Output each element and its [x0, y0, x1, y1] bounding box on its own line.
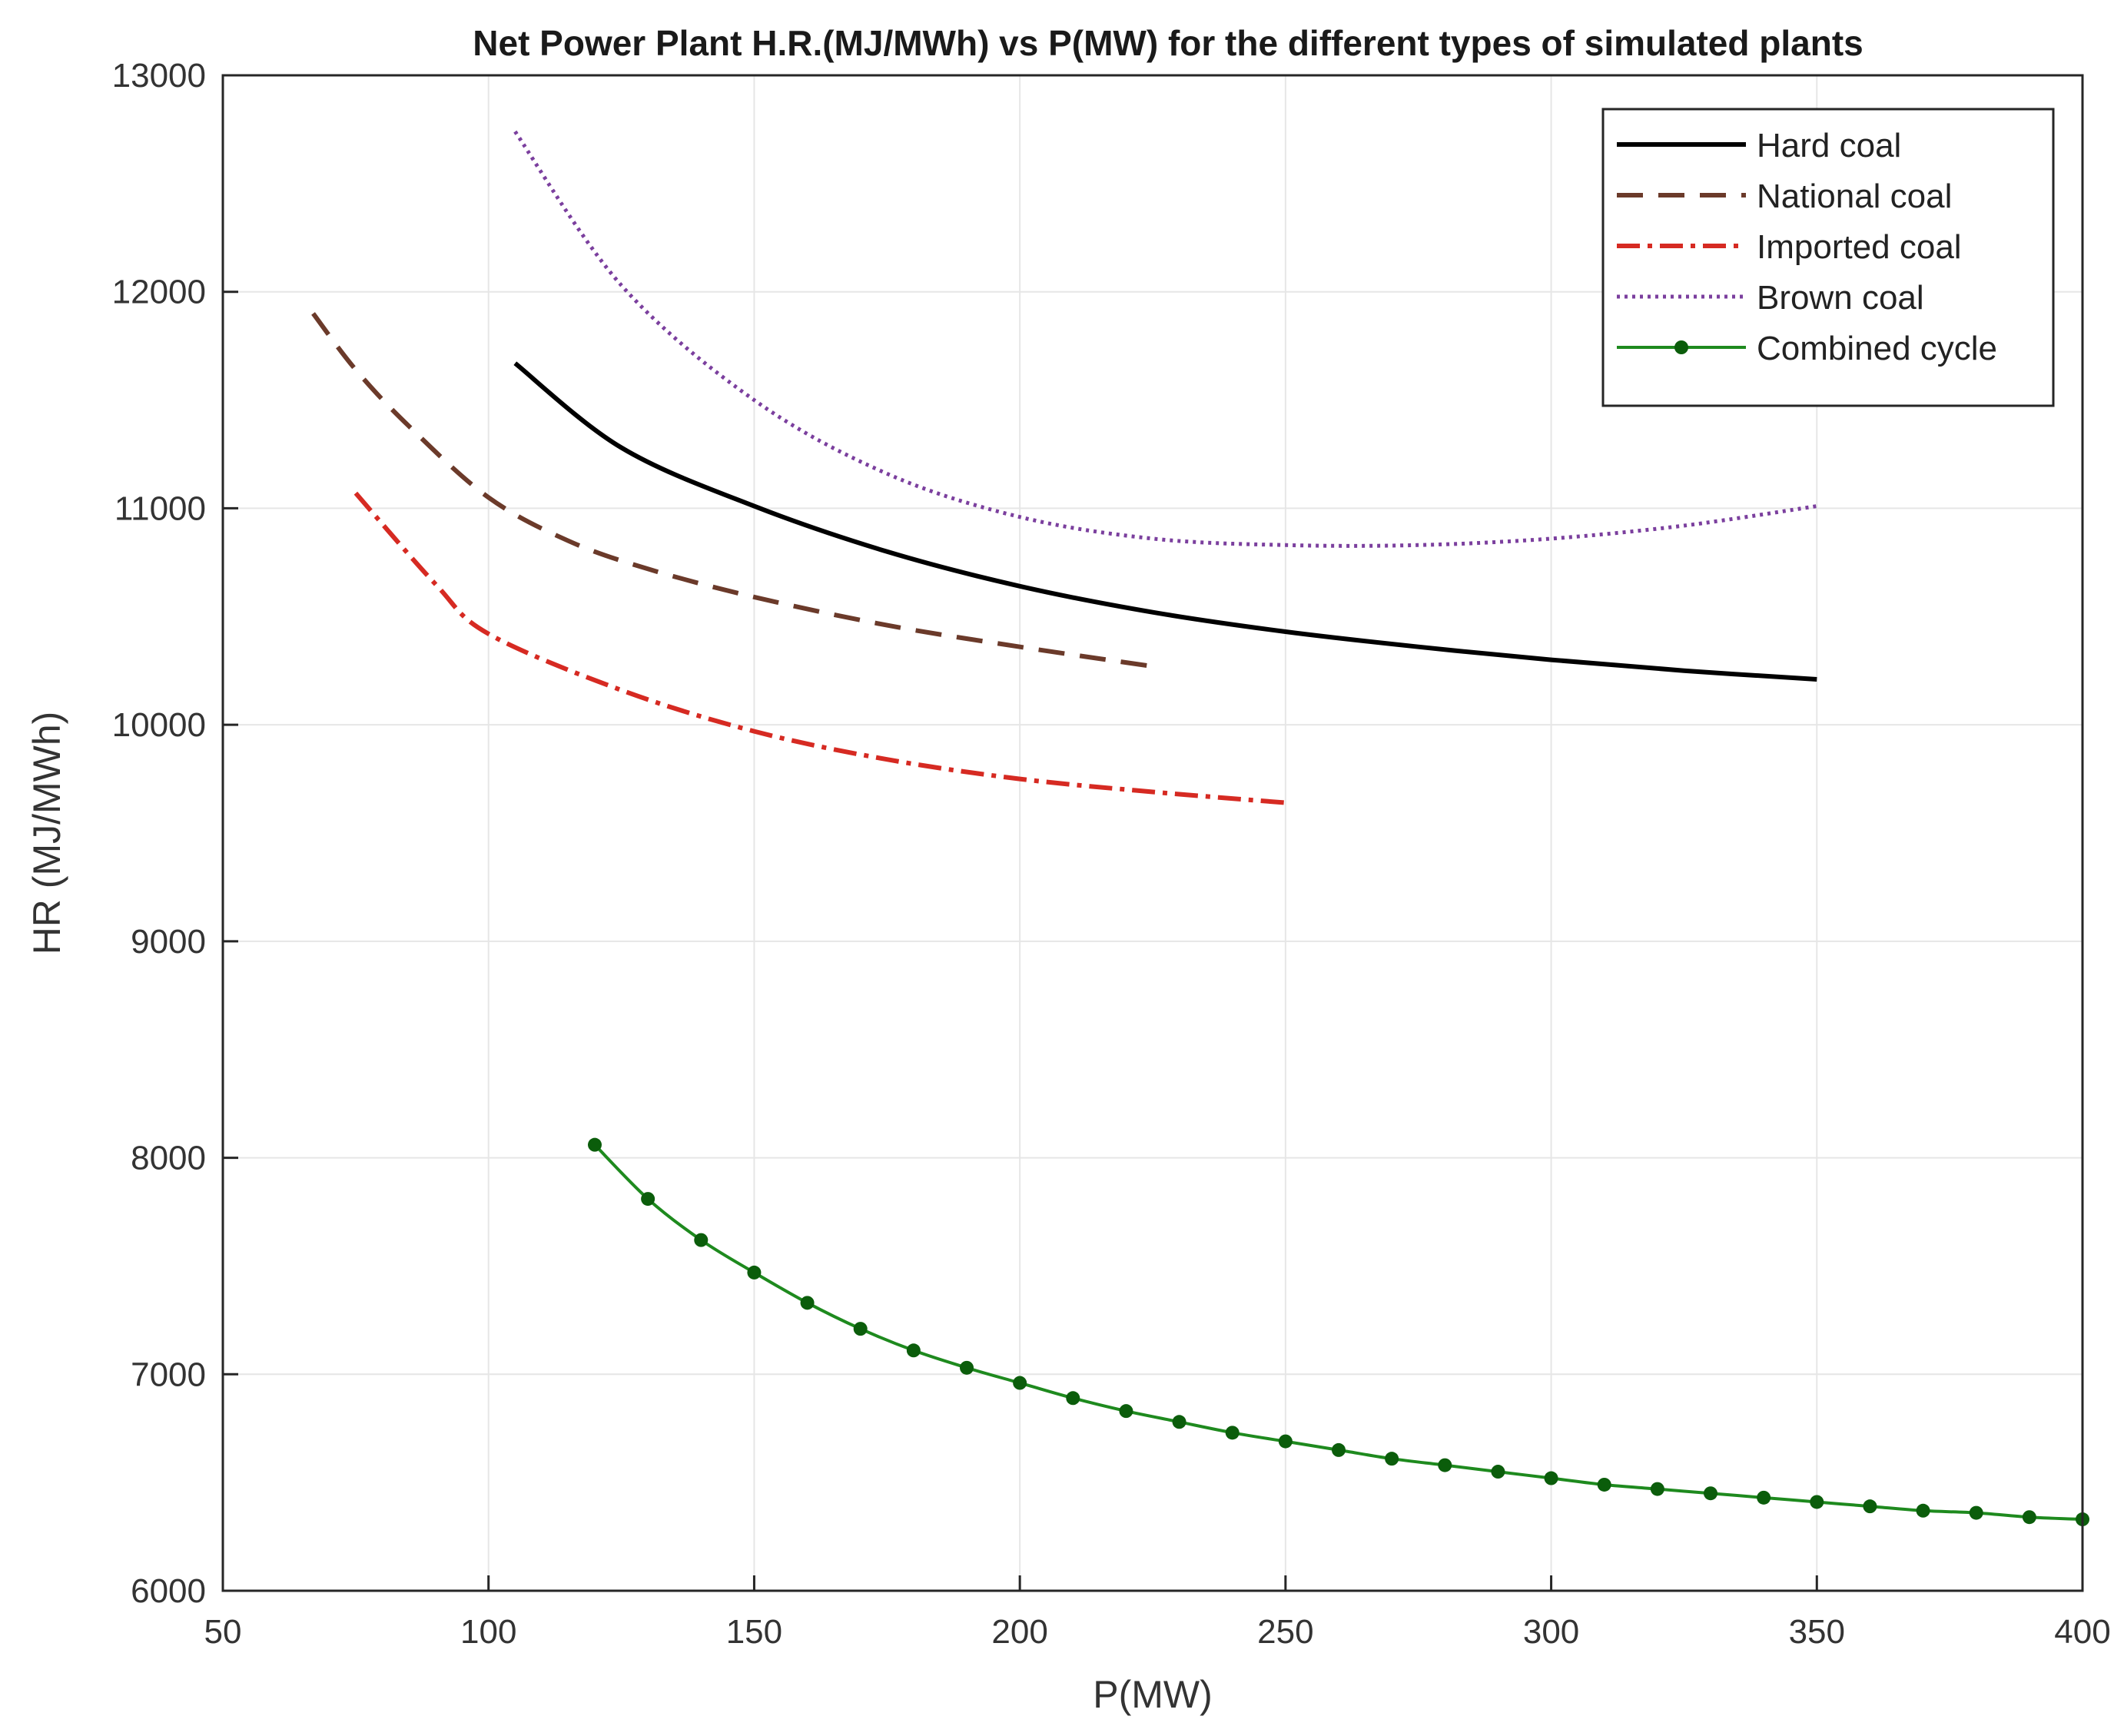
legend-marker	[1674, 340, 1688, 354]
legend-label-imported-coal: Imported coal	[1757, 228, 1962, 266]
legend-label-brown-coal: Brown coal	[1757, 279, 1924, 317]
axes-frame	[221, 74, 2084, 1592]
data-point	[1863, 1499, 1877, 1514]
data-point	[2022, 1510, 2036, 1525]
data-point	[1597, 1477, 1611, 1492]
chart-title: Net Power Plant H.R.(MJ/MWh) vs P(MW) fo…	[473, 23, 1863, 63]
legend: Hard coal National coal Imported coal Brown…	[1601, 108, 2055, 407]
x-axis-label: P(MW)	[1093, 1673, 1213, 1716]
y-axis-label: HR (MJ/MWh)	[25, 712, 68, 955]
data-point	[800, 1296, 815, 1310]
y-tick-label: 9000	[131, 923, 206, 961]
y-tick-label: 8000	[131, 1140, 206, 1177]
y-tick-label: 7000	[131, 1356, 206, 1393]
series-hard-coal	[513, 361, 1817, 682]
data-point	[1013, 1376, 1027, 1390]
x-tick-label: 100	[460, 1613, 516, 1651]
data-point	[853, 1322, 868, 1336]
legend-label-national-coal: National coal	[1757, 178, 1952, 215]
data-point	[1810, 1495, 1824, 1509]
data-point	[906, 1343, 921, 1358]
x-tick-label: 250	[1257, 1613, 1313, 1651]
series-national-coal	[311, 312, 1153, 669]
data-point	[1544, 1471, 1558, 1485]
series-line-hard-coal	[513, 361, 1817, 682]
x-tick-label: 350	[1789, 1613, 1845, 1651]
legend-label-combined-cycle: Combined cycle	[1757, 330, 1997, 367]
x-tick-label: 400	[2054, 1613, 2110, 1651]
data-point	[1438, 1458, 1452, 1472]
x-tick-label: 200	[991, 1613, 1047, 1651]
data-point	[1119, 1404, 1133, 1419]
y-tick-label: 10000	[112, 706, 206, 744]
x-tick-label: 50	[204, 1613, 242, 1651]
data-point	[1332, 1442, 1346, 1457]
series-line-imported-coal	[353, 491, 1286, 805]
data-point	[694, 1233, 709, 1247]
series-line-national-coal	[311, 312, 1153, 669]
y-tick-label: 6000	[131, 1572, 206, 1610]
data-point	[747, 1265, 762, 1280]
series-imported-coal	[353, 491, 1286, 805]
data-point	[1066, 1391, 1080, 1406]
data-point	[1491, 1465, 1505, 1479]
series-layer	[311, 130, 2089, 1527]
series-line-brown-coal	[513, 130, 1817, 548]
data-point	[1385, 1452, 1399, 1466]
data-point	[960, 1360, 974, 1375]
data-point	[1757, 1490, 1771, 1505]
data-point	[1916, 1503, 1930, 1518]
data-point	[641, 1192, 655, 1207]
data-point	[1172, 1415, 1186, 1429]
data-point	[1278, 1434, 1293, 1449]
tick-layer: 50 100 150 200 250 300 350 400 6000 7000 8000 9000 1…	[112, 57, 2111, 1651]
y-tick-label: 13000	[112, 57, 206, 95]
y-tick-label: 12000	[112, 274, 206, 311]
series-combined-cycle	[588, 1137, 2089, 1527]
x-tick-label: 150	[726, 1613, 782, 1651]
y-tick-label: 11000	[114, 490, 206, 527]
data-point	[1225, 1426, 1240, 1440]
data-point	[1969, 1505, 1983, 1520]
data-point	[1650, 1482, 1664, 1496]
x-tick-label: 300	[1523, 1613, 1579, 1651]
legend-box	[1601, 108, 2055, 407]
data-point	[588, 1137, 602, 1152]
series-brown-coal	[513, 130, 1817, 548]
legend-label-hard-coal: Hard coal	[1757, 127, 1901, 164]
data-point	[1704, 1486, 1717, 1501]
